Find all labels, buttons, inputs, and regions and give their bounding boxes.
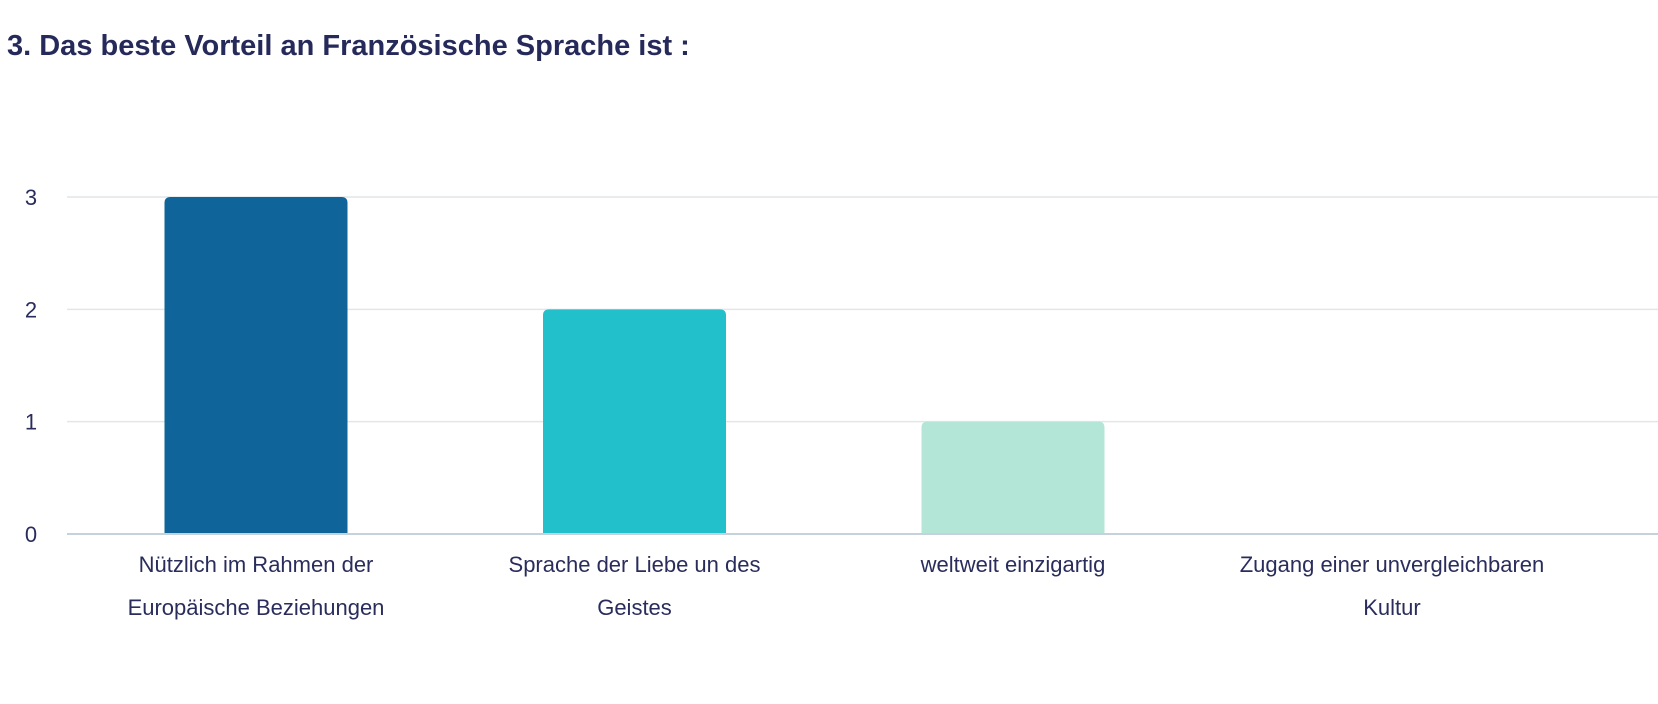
bar-2 [921, 421, 1105, 534]
x-tick-label: Nützlich im Rahmen der [139, 552, 374, 577]
y-tick-label: 0 [25, 522, 37, 547]
bar-0 [164, 197, 348, 534]
bars [164, 197, 1105, 534]
y-axis-tick-labels: 0 1 2 3 [25, 185, 37, 547]
x-tick-label: weltweit einzigartig [920, 552, 1106, 577]
chart-title: 3. Das beste Vorteil an Französische Spr… [7, 30, 690, 62]
bar-1 [543, 309, 726, 534]
x-axis-tick-labels: Nützlich im Rahmen der Europäische Bezieh… [128, 552, 1545, 620]
y-tick-label: 1 [25, 410, 37, 435]
x-tick-label: Zugang einer unvergleichbaren [1240, 552, 1545, 577]
x-tick-label: Kultur [1363, 595, 1420, 620]
x-tick-label: Sprache der Liebe un des [509, 552, 761, 577]
y-tick-label: 3 [25, 185, 37, 210]
x-tick-label: Europäische Beziehungen [128, 595, 385, 620]
x-tick-label: Geistes [597, 595, 672, 620]
y-tick-label: 2 [25, 297, 37, 322]
